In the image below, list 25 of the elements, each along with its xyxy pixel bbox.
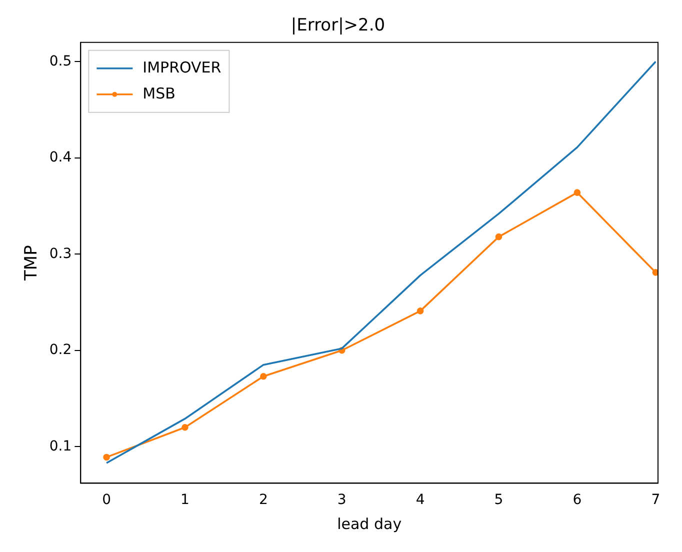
chart-title: |Error|>2.0 xyxy=(290,16,386,36)
x-tick-label: 2 xyxy=(258,492,268,508)
point xyxy=(182,424,188,431)
x-tick-label: 1 xyxy=(180,492,190,508)
point xyxy=(652,269,658,276)
legend-label: IMPROVER xyxy=(142,58,222,76)
point xyxy=(416,308,424,314)
x-tick-label: 6 xyxy=(572,492,582,508)
point xyxy=(574,189,581,196)
y-tick-label: 0.5 xyxy=(49,53,72,70)
point xyxy=(103,454,110,461)
point xyxy=(260,372,267,380)
y-tick-label: 0.1 xyxy=(49,438,72,454)
y-tick-label: 0.2 xyxy=(49,342,72,358)
y-axis-title: TMP xyxy=(22,245,42,282)
legend-label: MSB xyxy=(142,84,176,102)
y-tick-label: 0.3 xyxy=(49,246,72,262)
x-tick-label: 7 xyxy=(651,492,660,508)
x-tick-label: 5 xyxy=(494,492,504,508)
x-axis-title: lead day xyxy=(337,514,402,533)
point xyxy=(495,233,502,240)
x-tick-label: 4 xyxy=(416,492,425,508)
x-tick-label: 3 xyxy=(337,492,346,508)
x-tick-label: 0 xyxy=(102,492,112,508)
y-tick-label: 0.4 xyxy=(49,150,72,166)
